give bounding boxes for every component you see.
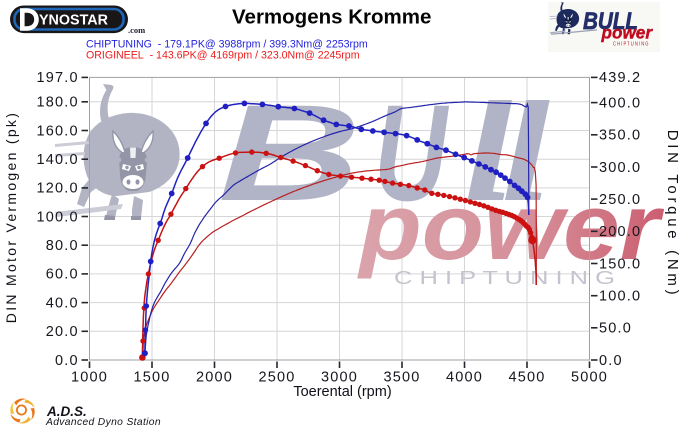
svg-text:power: power xyxy=(601,23,654,43)
svg-text:120.0: 120.0 xyxy=(37,181,79,197)
svg-text:100.0: 100.0 xyxy=(599,289,641,305)
svg-text:Advanced Dyno Station: Advanced Dyno Station xyxy=(45,417,161,428)
svg-text:power: power xyxy=(356,174,664,279)
svg-text:2000: 2000 xyxy=(196,370,233,386)
svg-text:197.0: 197.0 xyxy=(37,70,79,86)
svg-text:A.D.S.: A.D.S. xyxy=(46,404,87,419)
svg-text:U: U xyxy=(374,77,449,230)
svg-text:0.0: 0.0 xyxy=(599,353,623,369)
svg-text:.com: .com xyxy=(128,25,145,35)
svg-text:40.0: 40.0 xyxy=(46,295,79,311)
svg-text:ORIGINEEL - 143.6PK@ 4169rpm: ORIGINEEL - 143.6PK@ 4169rpm / 323.0Nm@ … xyxy=(86,50,360,62)
svg-text:3500: 3500 xyxy=(383,370,420,386)
svg-text:B: B xyxy=(218,77,361,230)
svg-text:3000: 3000 xyxy=(321,370,358,386)
svg-text:250.0: 250.0 xyxy=(599,192,641,208)
svg-text:Toerental (rpm): Toerental (rpm) xyxy=(293,384,391,400)
svg-text:1000: 1000 xyxy=(71,370,108,386)
svg-text:160.0: 160.0 xyxy=(37,123,79,139)
svg-text:439.2: 439.2 xyxy=(599,70,641,86)
svg-text:5000: 5000 xyxy=(571,370,608,386)
svg-text:150.0: 150.0 xyxy=(599,256,641,272)
svg-text:100.0: 100.0 xyxy=(37,209,79,225)
svg-text:300.0: 300.0 xyxy=(599,160,641,176)
svg-text:140.0: 140.0 xyxy=(37,152,79,168)
svg-text:CHIPTUNING - 179.1PK@ 3988rpm: CHIPTUNING - 179.1PK@ 3988rpm / 399.3Nm@… xyxy=(86,39,368,51)
svg-text:60.0: 60.0 xyxy=(46,267,79,283)
svg-text:350.0: 350.0 xyxy=(599,128,641,144)
svg-text:400.0: 400.0 xyxy=(599,95,641,111)
svg-text:C H I P T U N I N G: C H I P T U N I N G xyxy=(394,268,615,288)
svg-text:50.0: 50.0 xyxy=(599,321,632,337)
svg-text:4500: 4500 xyxy=(508,370,545,386)
svg-text:DIN Motor Vermogen (pk): DIN Motor Vermogen (pk) xyxy=(3,111,19,323)
svg-text:4000: 4000 xyxy=(446,370,483,386)
svg-text:1500: 1500 xyxy=(133,370,170,386)
svg-text:YNOSTAR: YNOSTAR xyxy=(39,13,109,29)
svg-text:20.0: 20.0 xyxy=(46,324,79,340)
svg-text:0.0: 0.0 xyxy=(55,353,79,369)
svg-text:DIN Torque (Nm): DIN Torque (Nm) xyxy=(664,130,681,299)
svg-text:2500: 2500 xyxy=(258,370,295,386)
svg-text:180.0: 180.0 xyxy=(37,95,79,111)
svg-text:200.0: 200.0 xyxy=(599,224,641,240)
svg-text:Vermogens Kromme: Vermogens Kromme xyxy=(232,6,431,29)
svg-text:C H I P T U N I N G: C H I P T U N I N G xyxy=(613,41,649,47)
svg-text:80.0: 80.0 xyxy=(46,238,79,254)
